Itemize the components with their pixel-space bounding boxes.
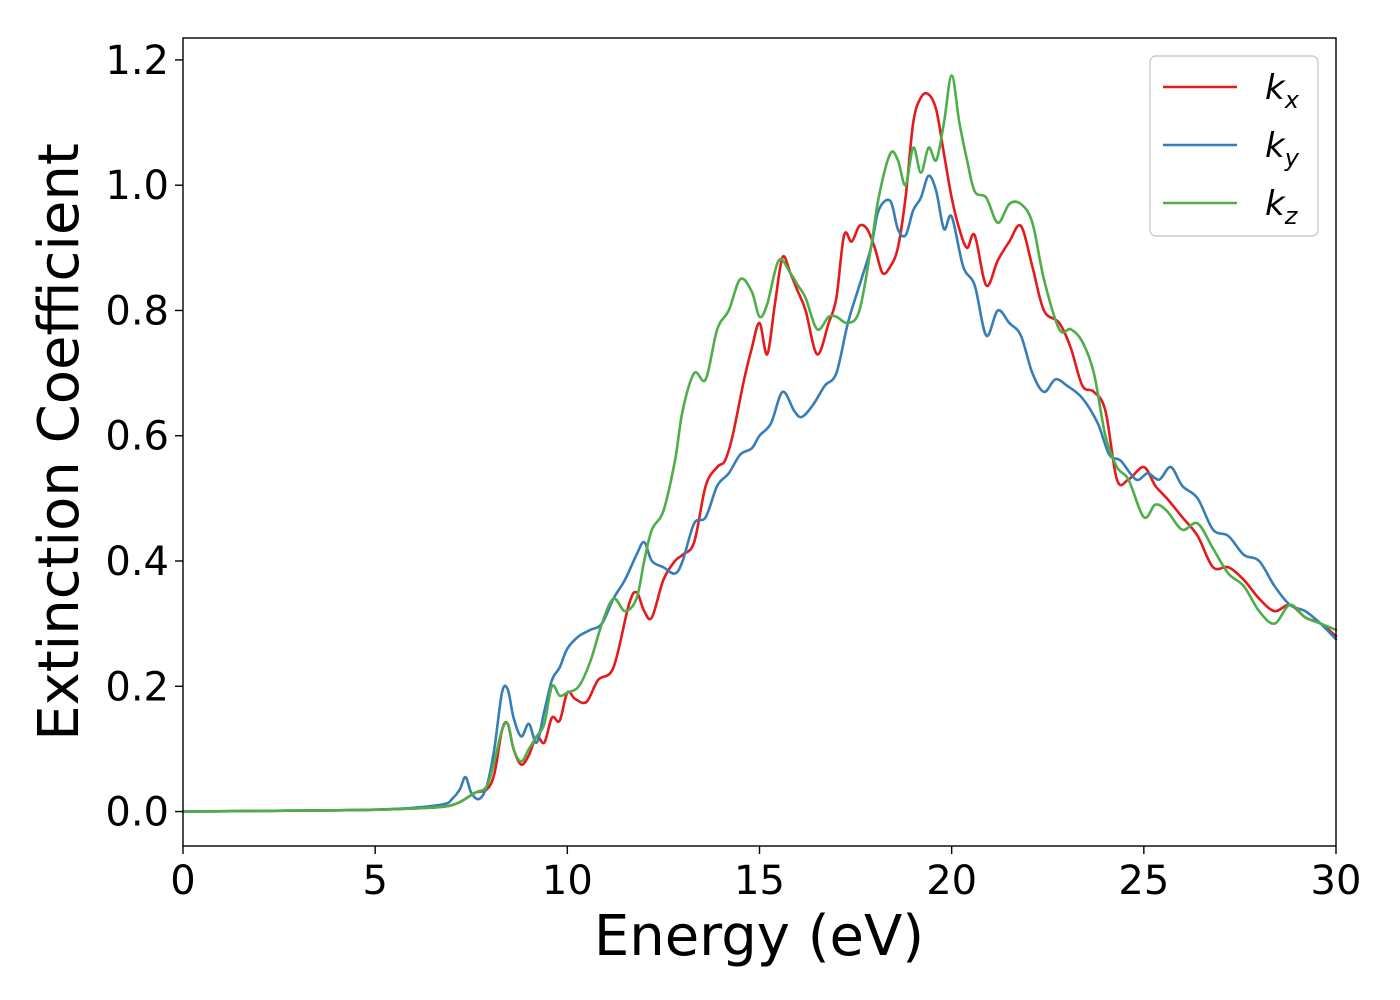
x-tick-label: 25 (1118, 858, 1169, 904)
y-tick-label: 0.8 (105, 288, 169, 334)
x-tick-label: 15 (734, 858, 785, 904)
x-tick-label: 20 (926, 858, 977, 904)
series-line-z (181, 74, 1338, 813)
x-tick-label: 5 (362, 858, 387, 904)
x-tick-label: 0 (170, 858, 195, 904)
y-axis: 0.0 0.2 0.4 0.6 0.8 1.0 1.2 (105, 38, 183, 836)
x-axis-label: Energy (eV) (594, 904, 924, 969)
y-tick-label: 1.2 (105, 38, 169, 84)
series-line-y (181, 174, 1338, 813)
x-tick-label: 30 (1311, 858, 1362, 904)
legend-label-y: ky (1265, 126, 1300, 172)
y-tick-label: 0.6 (105, 414, 169, 460)
y-tick-label: 1.0 (105, 163, 169, 209)
y-tick-label: 0.2 (105, 664, 169, 710)
y-tick-label: 0.4 (105, 539, 169, 585)
legend: kx ky kz (1149, 55, 1319, 237)
plot-area (183, 38, 1336, 846)
x-tick-label: 10 (542, 858, 593, 904)
y-tick-label: 0.0 (105, 790, 169, 836)
series-layer (181, 74, 1338, 813)
legend-label-x: kx (1265, 68, 1300, 114)
x-axis: 0 5 10 15 20 25 30 (170, 846, 1361, 904)
legend-label-z: kz (1265, 184, 1299, 230)
y-axis-label: Extinction Coefficient (27, 143, 92, 741)
